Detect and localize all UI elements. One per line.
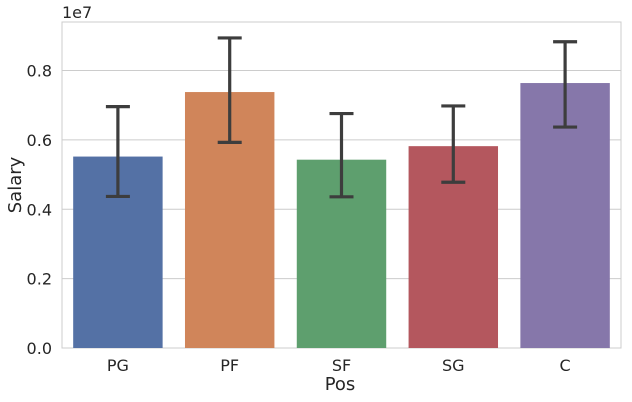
x-tick-label-pf: PF	[220, 356, 239, 375]
error-bar-sg	[441, 104, 466, 184]
error-bars	[105, 36, 578, 199]
x-axis-label: Pos	[325, 374, 356, 395]
x-tick-label-sf: SF	[332, 356, 351, 375]
y-tick-label: 0.6	[27, 131, 52, 150]
error-bar-c	[553, 40, 578, 129]
y-tick-labels: 0.0 0.2 0.4 0.6 0.8	[27, 62, 52, 358]
y-tick-label: 0.2	[27, 270, 52, 289]
watermark: 知乎 @cchenjay	[480, 365, 612, 385]
error-bar-pf	[217, 36, 242, 144]
x-tick-labels: PG PF SF SG C	[107, 356, 571, 375]
y-tick-label: 0.4	[27, 200, 52, 219]
x-tick-label-sg: SG	[442, 356, 465, 375]
error-bar-pg	[105, 105, 130, 199]
x-tick-label-pg: PG	[107, 356, 129, 375]
y-tick-label: 0.0	[27, 339, 52, 358]
y-offset-text: 1e7	[62, 3, 92, 22]
error-bar-sf	[329, 111, 354, 199]
y-tick-label: 0.8	[27, 62, 52, 81]
y-axis-label: Salary	[5, 156, 26, 213]
x-tick-label-c: C	[560, 356, 571, 375]
